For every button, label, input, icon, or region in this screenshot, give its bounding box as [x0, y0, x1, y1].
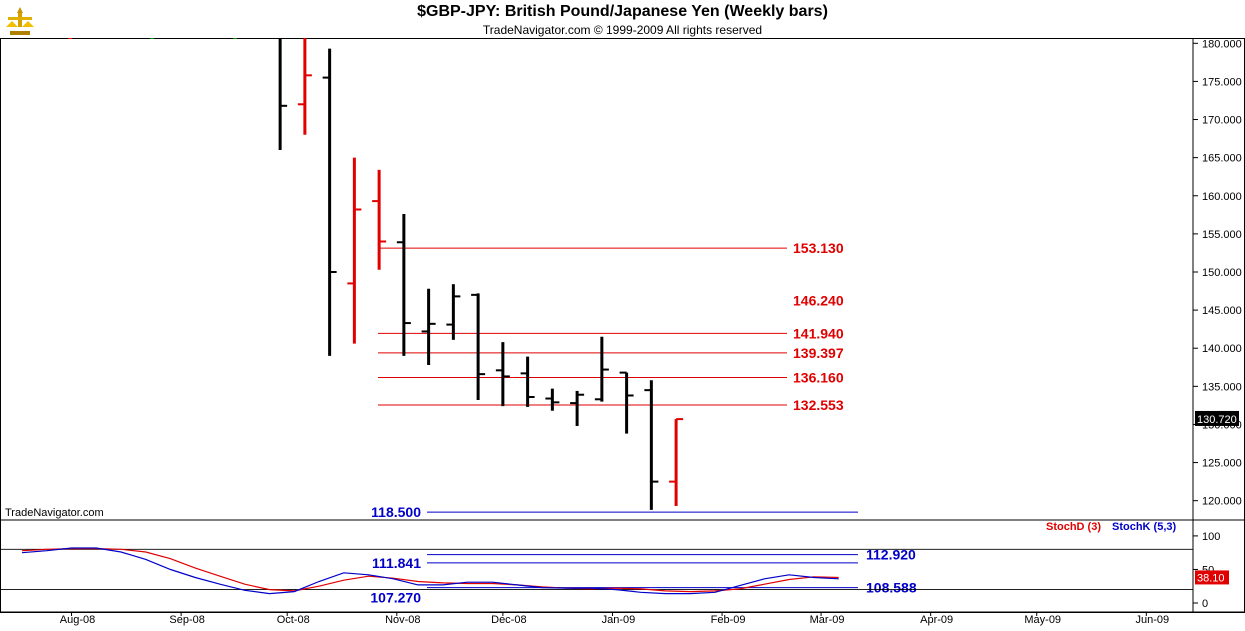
time-tick-label: Feb-09 [711, 614, 746, 626]
legend-stoch-k: StochK (5,3) [1112, 521, 1177, 533]
time-tick-label: Mar-09 [810, 614, 845, 626]
fib-level-label: 108.588 [866, 580, 917, 596]
stoch-tick-label: 100 [1202, 531, 1220, 543]
price-tick-label: 165.000 [1202, 153, 1242, 165]
price-tick-label: 180.000 [1202, 38, 1242, 50]
stoch-line [21, 547, 839, 595]
chart-subtitle: TradeNavigator.com © 1999-2009 All right… [482, 23, 763, 37]
fib-level-label: 132.553 [793, 397, 844, 413]
fib-level-label: 111.841 [372, 555, 421, 571]
price-tick-label: 160.000 [1202, 191, 1242, 203]
stoch-last-marker [1195, 570, 1229, 585]
time-tick-label: Nov-08 [385, 614, 420, 626]
trading-post-logo-icon [6, 7, 34, 35]
time-tick-label: Oct-08 [277, 614, 310, 626]
fib-level-label: 118.500 [371, 504, 421, 520]
time-tick-label: Jan-09 [602, 614, 636, 626]
last-price-marker [1195, 410, 1239, 426]
time-tick-label: Jun-09 [1136, 614, 1170, 626]
fib-level-label: 141.940 [793, 325, 844, 341]
price-tick-label: 120.000 [1202, 496, 1242, 508]
fib-level-label: 112.920 [866, 547, 916, 563]
price-tick-label: 135.000 [1202, 381, 1242, 393]
price-tick-label: 155.000 [1202, 229, 1242, 241]
price-tick-label: 140.000 [1202, 343, 1242, 355]
legend-stoch-d: StochD (3) [1046, 521, 1101, 533]
price-tick-label: 150.000 [1202, 267, 1242, 279]
stoch-tick-label: 0 [1202, 598, 1208, 610]
chart-title: $GBP-JPY: British Pound/Japanese Yen (We… [417, 3, 828, 20]
time-tick-label: May-09 [1024, 614, 1061, 626]
fib-level-label: 146.240 [793, 293, 844, 309]
time-tick-label: Aug-08 [60, 614, 95, 626]
fib-level-label: 153.130 [793, 240, 844, 256]
time-tick-label: Sep-08 [169, 614, 204, 626]
price-tick-label: 175.000 [1202, 76, 1242, 88]
stoch-line [21, 547, 839, 593]
last-price-label: 130.720 [1197, 414, 1237, 426]
stoch-last-label: 38.10 [1197, 572, 1225, 584]
fib-level-label: 136.160 [793, 369, 844, 385]
price-bars [14, 38, 684, 510]
fib-level-label: 139.397 [793, 345, 844, 361]
time-tick-label: Apr-09 [920, 614, 953, 626]
watermark: TradeNavigator.com [5, 507, 104, 519]
time-tick-label: Dec-08 [491, 614, 526, 626]
price-tick-label: 145.000 [1202, 305, 1242, 317]
price-tick-label: 170.000 [1202, 115, 1242, 127]
price-tick-label: 125.000 [1202, 458, 1242, 470]
fib-level-label: 107.270 [370, 590, 421, 606]
